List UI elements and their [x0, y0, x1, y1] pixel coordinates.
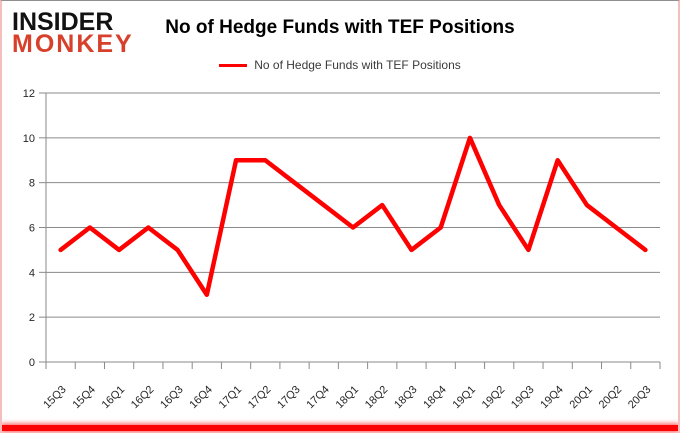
legend: No of Hedge Funds with TEF Positions [2, 58, 678, 72]
x-axis-label: 15Q3 [41, 384, 69, 412]
logo-monkey-text: MONKEY [12, 30, 134, 58]
series-line [58, 135, 648, 297]
x-axis-label: 18Q3 [392, 384, 420, 412]
y-axis-label: 6 [29, 223, 35, 235]
x-axis-label: 19Q2 [480, 384, 508, 412]
x-axis-label: 18Q4 [421, 384, 449, 412]
x-axis-label: 20Q3 [626, 384, 654, 412]
x-axis-label: 17Q2 [246, 384, 274, 412]
y-axis-label: 4 [29, 267, 35, 279]
x-axis-label: 16Q3 [158, 384, 186, 412]
x-axis-label: 17Q1 [217, 384, 245, 412]
legend-label: No of Hedge Funds with TEF Positions [254, 58, 461, 72]
x-axis-label: 18Q1 [334, 384, 362, 412]
x-axis-label: 20Q1 [568, 384, 596, 412]
x-axis-label: 19Q3 [509, 384, 537, 412]
x-axis-label: 19Q4 [538, 384, 566, 412]
x-axis-label: 16Q4 [187, 384, 215, 412]
x-axis-label: 15Q4 [70, 384, 98, 412]
legend-line-marker [219, 63, 248, 67]
x-axis-label: 19Q1 [451, 384, 479, 412]
y-axis-label: 0 [29, 357, 35, 369]
x-axis-label: 18Q2 [363, 384, 391, 412]
insider-monkey-logo: INSIDER MONKEY [12, 8, 134, 58]
logo-insider-text: INSIDER [12, 8, 114, 36]
bottom-red-bar [2, 425, 678, 431]
y-axis-label: 8 [29, 178, 35, 190]
y-axis-label: 2 [29, 312, 35, 324]
x-axis-label: 20Q2 [597, 384, 625, 412]
y-axis-label: 10 [23, 133, 35, 145]
x-axis-label: 16Q2 [129, 384, 157, 412]
y-axis-label: 12 [23, 88, 35, 100]
x-axis-label: 17Q3 [275, 384, 303, 412]
chart-title: No of Hedge Funds with TEF Positions [165, 17, 515, 38]
x-axis-label: 16Q1 [100, 384, 128, 412]
x-axis-label: 17Q4 [304, 384, 332, 412]
